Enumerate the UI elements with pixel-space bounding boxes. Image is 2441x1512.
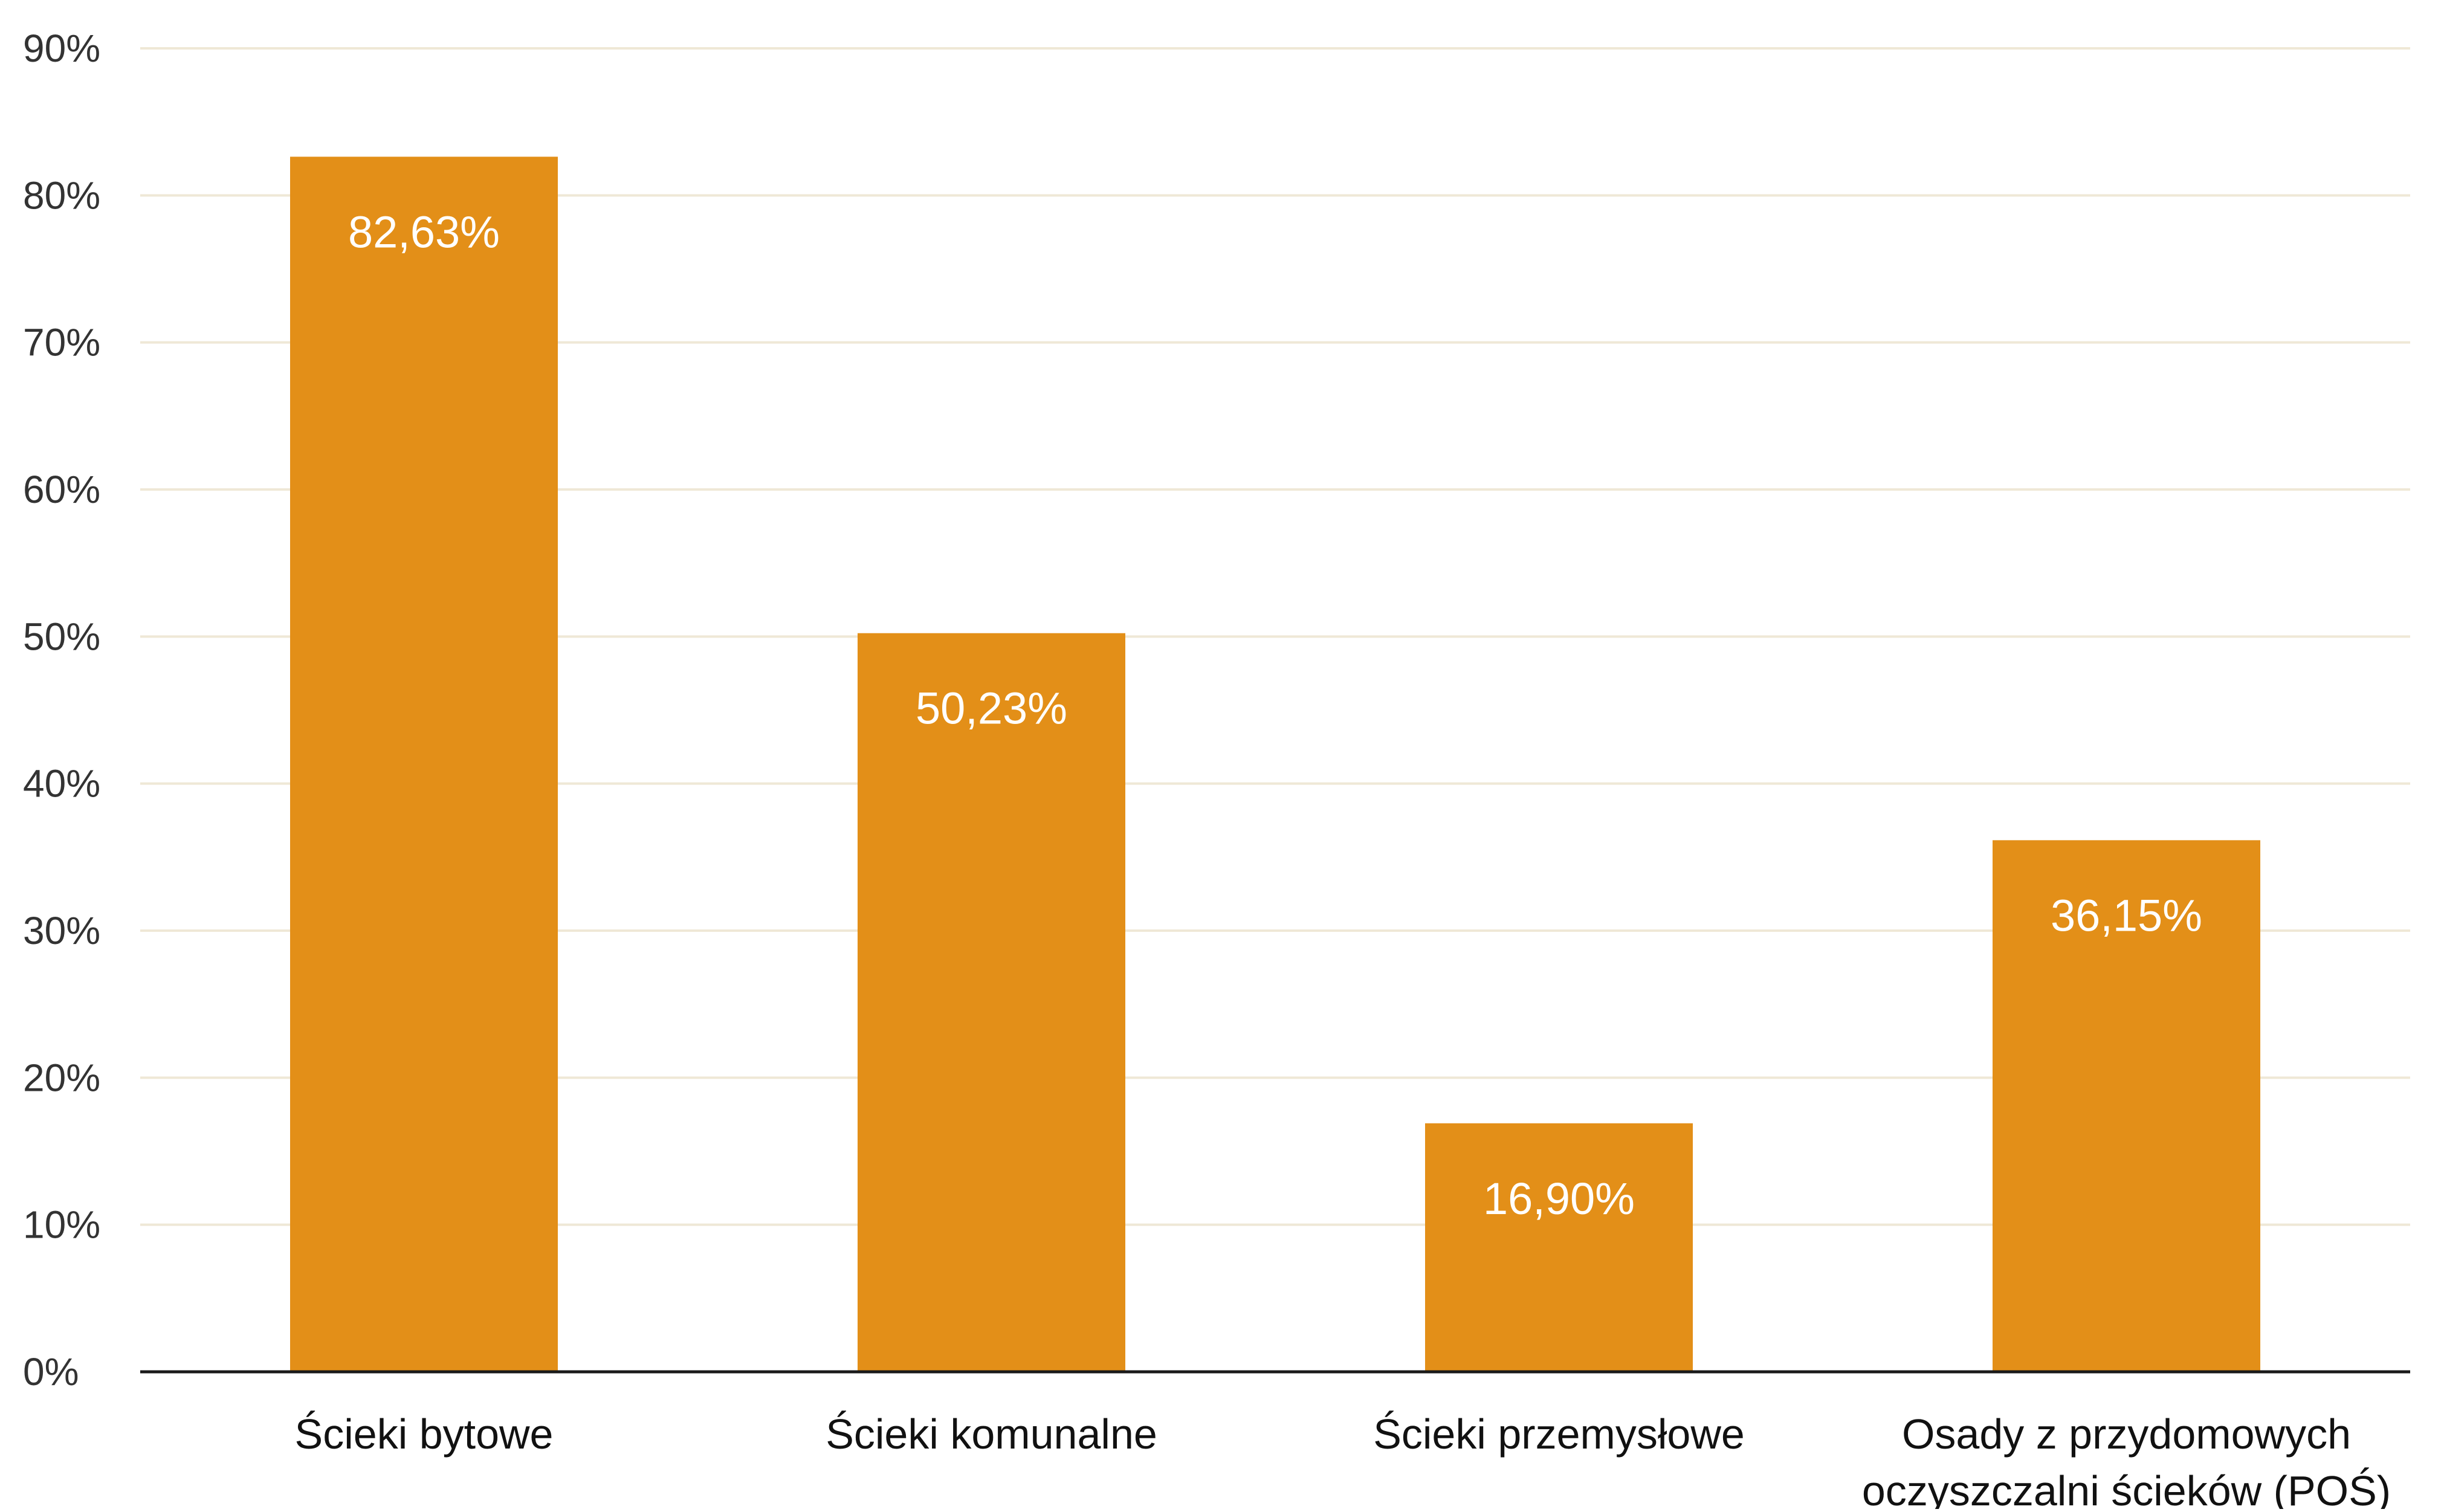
data-label: 82,63%: [348, 207, 500, 257]
x-category-label: Ścieki bytowe: [295, 1410, 554, 1458]
y-tick-label: 40%: [23, 762, 100, 806]
y-tick-label: 20%: [23, 1056, 100, 1099]
y-tick-label: 10%: [23, 1203, 100, 1247]
bar: [1425, 1123, 1693, 1372]
y-tick-label: 0%: [23, 1350, 79, 1394]
y-tick-label: 80%: [23, 173, 100, 217]
data-label: 16,90%: [1483, 1174, 1635, 1224]
x-category-label: oczyszczalni ścieków (POŚ): [1862, 1467, 2391, 1509]
bar: [858, 633, 1125, 1372]
y-tick-label: 50%: [23, 615, 100, 658]
y-tick-label: 90%: [23, 27, 100, 70]
data-label: 50,23%: [916, 683, 1067, 734]
x-category-label: Ścieki przemysłowe: [1373, 1410, 1745, 1458]
data-label: 36,15%: [2051, 890, 2202, 940]
y-axis-ticks: 0% 10% 20% 30% 40% 50% 60% 70% 80% 90%: [23, 27, 100, 1394]
y-tick-label: 60%: [23, 468, 100, 511]
bars: [290, 157, 2260, 1372]
data-labels: 82,63% 50,23% 16,90% 36,15%: [348, 207, 2202, 1223]
x-category-label: Osady z przydomowych: [1902, 1410, 2351, 1458]
y-tick-label: 30%: [23, 909, 100, 952]
x-category-label: Ścieki komunalne: [826, 1410, 1157, 1458]
bar: [290, 157, 558, 1372]
bar: [1993, 840, 2260, 1372]
x-axis-labels: Ścieki bytowe Ścieki komunalne Ścieki prze…: [295, 1410, 2391, 1512]
y-tick-label: 70%: [23, 321, 100, 364]
